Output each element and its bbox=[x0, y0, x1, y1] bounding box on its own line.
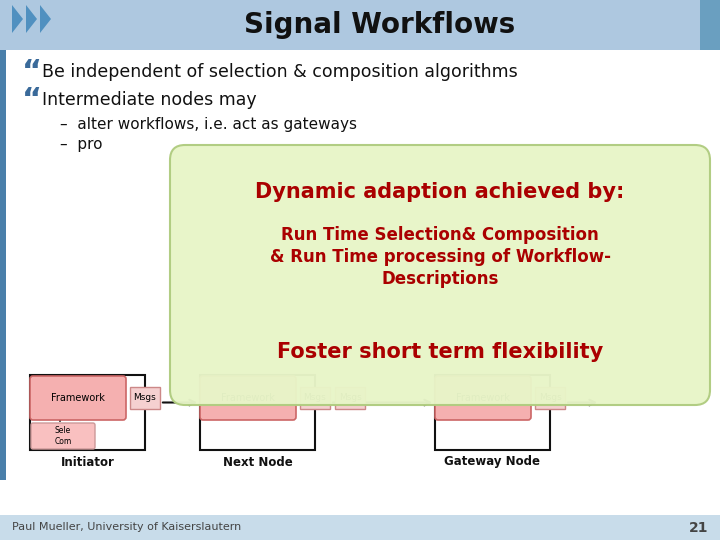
Text: 21: 21 bbox=[688, 521, 708, 535]
Text: & Run Time processing of Workflow-: & Run Time processing of Workflow- bbox=[269, 248, 611, 266]
FancyBboxPatch shape bbox=[170, 145, 710, 405]
Bar bbox=[0, 50, 6, 480]
Bar bbox=[200, 375, 315, 450]
Bar bbox=[700, 0, 720, 50]
Text: Signal Workflows: Signal Workflows bbox=[244, 11, 516, 39]
Bar bbox=[0, 515, 720, 540]
Text: Framework: Framework bbox=[221, 393, 275, 403]
FancyBboxPatch shape bbox=[435, 376, 531, 420]
FancyBboxPatch shape bbox=[200, 376, 296, 420]
Bar bbox=[30, 375, 145, 450]
Text: –  pro: – pro bbox=[60, 137, 102, 152]
Bar bbox=[300, 387, 330, 409]
Bar bbox=[335, 387, 365, 409]
Bar bbox=[130, 387, 160, 409]
Text: Msgs: Msgs bbox=[539, 394, 562, 402]
Text: Msgs: Msgs bbox=[134, 394, 156, 402]
Bar bbox=[0, 0, 720, 50]
Text: Framework: Framework bbox=[51, 393, 105, 403]
FancyBboxPatch shape bbox=[30, 376, 126, 420]
Text: Descriptions: Descriptions bbox=[382, 270, 499, 288]
Text: “: “ bbox=[22, 57, 42, 86]
Text: Dynamic adaption achieved by:: Dynamic adaption achieved by: bbox=[256, 182, 625, 202]
FancyBboxPatch shape bbox=[31, 423, 95, 449]
Text: Msgs: Msgs bbox=[304, 394, 326, 402]
Text: Paul Mueller, University of Kaiserslautern: Paul Mueller, University of Kaiserslaute… bbox=[12, 523, 241, 532]
Text: Framework: Framework bbox=[456, 393, 510, 403]
Text: “: “ bbox=[22, 85, 42, 114]
Text: –  alter workflows, i.e. act as gateways: – alter workflows, i.e. act as gateways bbox=[60, 117, 357, 132]
Text: Sele
Com: Sele Com bbox=[55, 426, 71, 445]
Text: Initiator: Initiator bbox=[60, 456, 114, 469]
Polygon shape bbox=[12, 5, 23, 33]
Bar bbox=[535, 387, 565, 409]
Text: Foster short term flexibility: Foster short term flexibility bbox=[277, 342, 603, 362]
Polygon shape bbox=[40, 5, 51, 33]
Text: Intermediate nodes may: Intermediate nodes may bbox=[42, 91, 256, 109]
Bar bbox=[435, 375, 550, 450]
Text: Next Node: Next Node bbox=[222, 456, 292, 469]
Text: Msgs: Msgs bbox=[338, 394, 361, 402]
Polygon shape bbox=[26, 5, 37, 33]
Text: Gateway Node: Gateway Node bbox=[444, 456, 541, 469]
Text: Be independent of selection & composition algorithms: Be independent of selection & compositio… bbox=[42, 63, 518, 81]
Text: Run Time Selection& Composition: Run Time Selection& Composition bbox=[281, 226, 599, 244]
